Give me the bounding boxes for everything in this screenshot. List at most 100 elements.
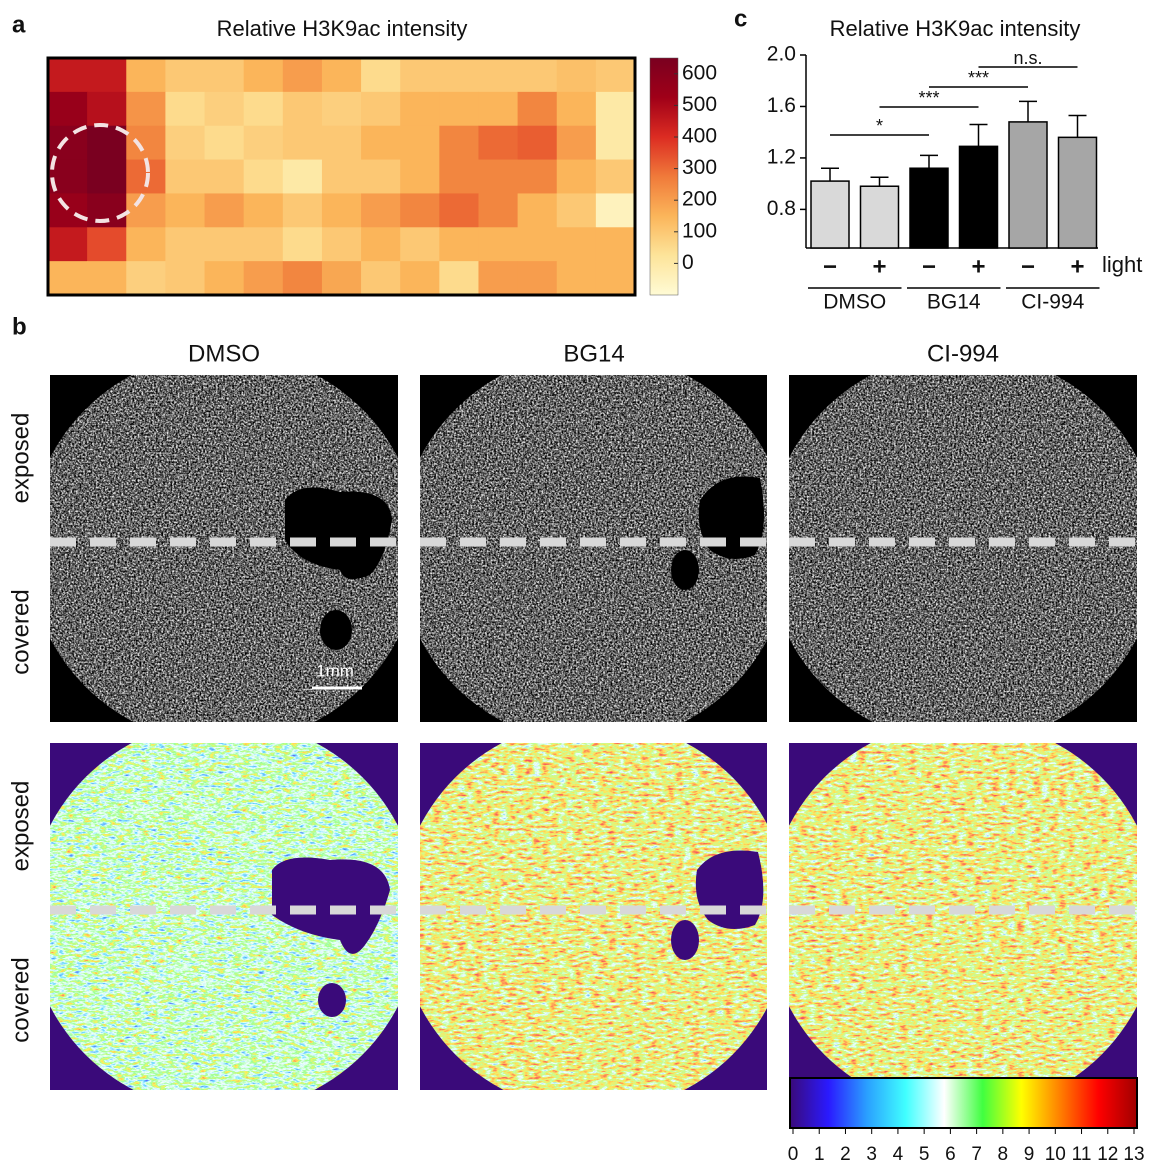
x-tick-label: − (922, 253, 936, 280)
heatmap-cell (517, 159, 558, 194)
colorbar-tick-label: 3 (866, 1144, 877, 1165)
heatmap-cell (556, 261, 597, 296)
heatmap-cell (478, 58, 519, 93)
colorbar (649, 57, 679, 296)
heatmap-cell (556, 159, 597, 194)
colorbar-tick-label: 400 (682, 125, 717, 148)
significance-label: n.s. (1013, 48, 1042, 68)
heatmap-cell (87, 193, 127, 228)
heatmap-cell (243, 159, 284, 194)
heatmap-cell (595, 91, 636, 127)
heatmap-cell (439, 58, 479, 93)
heatmap-cell (361, 193, 401, 228)
heatmap-cell (517, 58, 558, 93)
heatmap-cell (204, 261, 245, 296)
colorbar-tick-label: 4 (893, 1144, 904, 1165)
colorbar-tick-label: 13 (1123, 1144, 1144, 1165)
scale-bar-label: 1mm (316, 661, 354, 680)
heatmap-cell (361, 159, 401, 194)
heatmap-cell (243, 91, 284, 127)
heatmap-cell (87, 58, 127, 93)
heatmap-cell (361, 125, 401, 161)
row-label: exposed (7, 413, 34, 504)
column-title: DMSO (188, 340, 260, 367)
significance-label: *** (968, 68, 989, 88)
heatmap-cell (478, 193, 519, 228)
heatmap-cell (282, 58, 323, 93)
heatmap-cell (517, 125, 558, 161)
heatmap-cell (282, 125, 323, 161)
bar (958, 145, 999, 249)
heatmap-cell (204, 58, 245, 93)
region-marker (50, 123, 150, 223)
heatmap-cell (595, 261, 636, 296)
x-tick-label: − (823, 253, 837, 280)
heatmap-cell (165, 159, 206, 194)
heatmap-cell (439, 227, 479, 262)
heatmap-cell (321, 227, 362, 262)
heatmap-cell (595, 125, 636, 161)
bar (909, 167, 949, 249)
significance-label: *** (918, 88, 939, 108)
heatmap-cell (243, 58, 284, 93)
heatmap-cell (478, 91, 519, 127)
group-label: DMSO (823, 291, 886, 314)
chart-title: Relative H3K9ac intensity (830, 16, 1081, 41)
heatmap-cell (48, 125, 88, 161)
colorbar-tick-label: 1 (814, 1144, 825, 1165)
chart-title: Relative H3K9ac intensity (217, 16, 468, 41)
heatmap-cell (48, 91, 88, 127)
heatmap-cell (556, 125, 597, 161)
heatmap-cell (361, 261, 401, 296)
heatmap-cell (400, 227, 440, 262)
heatmap-cell (126, 91, 166, 127)
heatmap-cell (282, 193, 323, 228)
heatmap-cell (204, 159, 245, 194)
heatmap-cell (556, 58, 597, 93)
heatmap-cell (282, 227, 323, 262)
heatmap-cell (556, 193, 597, 228)
heatmap-cell (165, 58, 206, 93)
heatmap-cell (595, 227, 636, 262)
heatmap-cell (48, 58, 88, 93)
colorbar-tick-label: 300 (682, 156, 717, 179)
heatmap-cell (556, 227, 597, 262)
heatmap-cell (87, 261, 127, 296)
microscopy-images: 1mm (50, 375, 1137, 1090)
heatmap-cell (165, 125, 206, 161)
heatmap-cell (321, 91, 362, 127)
heatmap-frame (46, 56, 637, 297)
heatmap-cell (321, 58, 362, 93)
colorbar-tick-label: 8 (998, 1144, 1009, 1165)
heatmap-cell (165, 227, 206, 262)
heatmap-cell (439, 91, 479, 127)
row-label: covered (7, 589, 34, 674)
heatmap-cell (517, 227, 558, 262)
heatmap-cell (282, 261, 323, 296)
heatmap-cell (361, 91, 401, 127)
heatmap-cell (126, 125, 166, 161)
heatmap-cell (321, 261, 362, 296)
heatmap-cell (439, 159, 479, 194)
colorbar-tick-label: 6 (945, 1144, 956, 1165)
column-title: CI-994 (927, 340, 999, 367)
heatmap-cell (517, 193, 558, 228)
y-tick-label: 2.0 (767, 43, 796, 66)
column-title: BG14 (563, 340, 624, 367)
heatmap-cell (321, 159, 362, 194)
heatmap-cell (48, 261, 88, 296)
bar (1057, 136, 1098, 249)
x-tick-label: + (1070, 253, 1084, 280)
heatmap-cell (439, 125, 479, 161)
colorbar-tick-label: 5 (919, 1144, 930, 1165)
panel-label: a (12, 11, 26, 38)
heatmap-cell (243, 261, 284, 296)
heatmap-cell (400, 125, 440, 161)
heatmap-cell (204, 193, 245, 228)
heatmap-cell (204, 91, 245, 127)
colorbar-tick-label: 11 (1072, 1144, 1092, 1165)
colorbar-tick-label: 200 (682, 188, 717, 211)
panel-label: b (12, 313, 27, 340)
heatmap-cell (87, 227, 127, 262)
